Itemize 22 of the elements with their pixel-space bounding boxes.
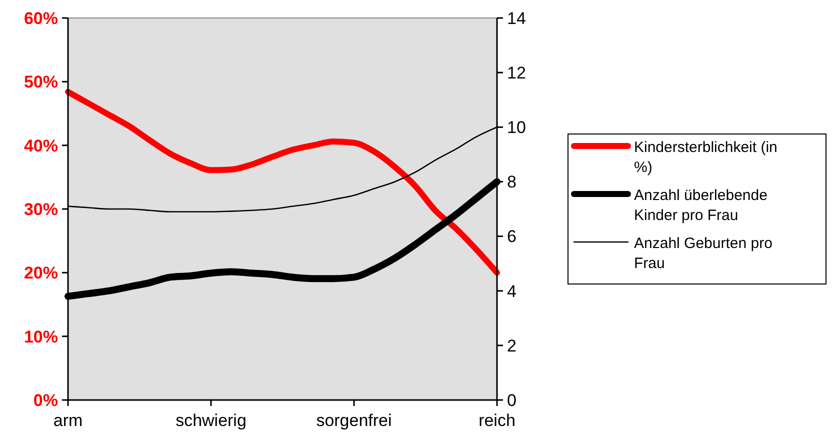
x-tick-label: schwierig bbox=[176, 411, 246, 430]
y2-tick-label: 14 bbox=[507, 8, 526, 28]
x-tick-label: sorgenfrei bbox=[316, 411, 392, 430]
y-tick-label: 50% bbox=[24, 72, 58, 92]
y2-tick-label: 2 bbox=[507, 336, 516, 356]
legend-label: Kindersterblichkeit (in %) bbox=[634, 139, 778, 176]
y-tick-label: 30% bbox=[24, 200, 58, 219]
legend-label: Anzahl Geburten pro Frau bbox=[634, 235, 772, 272]
x-tick-label: arm bbox=[53, 411, 83, 430]
y2-tick-label: 6 bbox=[507, 227, 516, 246]
y2-tick-label: 4 bbox=[507, 282, 516, 301]
y-tick-label: 60% bbox=[24, 8, 58, 28]
x-tick-label: reich bbox=[478, 411, 516, 430]
y-tick-label: 40% bbox=[24, 136, 58, 156]
y2-tick-label: 10 bbox=[507, 118, 526, 138]
y2-tick-label: 12 bbox=[507, 64, 526, 83]
y2-tick-label: 0 bbox=[507, 390, 516, 410]
y2-tick-label: 8 bbox=[507, 172, 516, 192]
legend-label: Anzahl überlebende Kinder pro Frau bbox=[634, 187, 768, 224]
y-tick-label: 0% bbox=[33, 390, 58, 410]
y-tick-label: 10% bbox=[24, 327, 58, 346]
y-tick-label: 20% bbox=[24, 264, 58, 283]
